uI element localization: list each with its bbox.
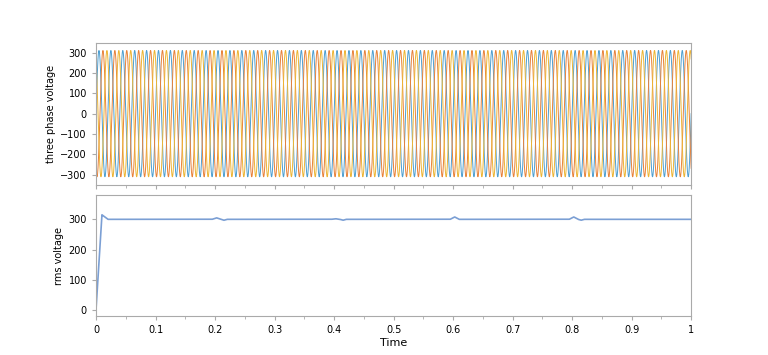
Y-axis label: rms voltage: rms voltage	[55, 226, 65, 285]
Y-axis label: three phase voltage: three phase voltage	[46, 65, 56, 163]
X-axis label: Time: Time	[380, 338, 407, 348]
